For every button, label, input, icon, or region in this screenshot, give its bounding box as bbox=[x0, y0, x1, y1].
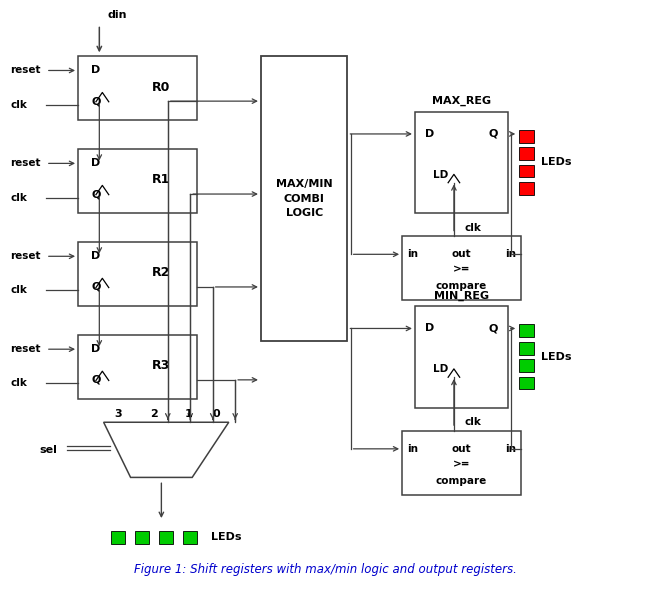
Text: R2: R2 bbox=[152, 266, 170, 279]
Bar bbox=[261, 57, 348, 341]
Text: MIN_REG: MIN_REG bbox=[434, 290, 489, 301]
Polygon shape bbox=[103, 422, 229, 478]
Text: 2: 2 bbox=[150, 409, 157, 419]
Bar bbox=[415, 306, 508, 408]
Bar bbox=[78, 242, 197, 306]
Text: din: din bbox=[107, 9, 127, 19]
Text: R3: R3 bbox=[152, 359, 170, 372]
Text: >=: >= bbox=[452, 264, 470, 274]
Bar bbox=[519, 342, 534, 355]
Text: 0: 0 bbox=[212, 409, 220, 419]
Text: out: out bbox=[452, 249, 471, 259]
Text: clk: clk bbox=[464, 417, 481, 427]
Text: Q: Q bbox=[488, 323, 498, 333]
Text: clk: clk bbox=[464, 223, 481, 233]
Text: compare: compare bbox=[436, 476, 487, 486]
Bar bbox=[78, 57, 197, 120]
Text: >=: >= bbox=[452, 459, 470, 469]
Text: out: out bbox=[452, 444, 471, 454]
Bar bbox=[183, 531, 197, 544]
Bar bbox=[78, 150, 197, 213]
Text: reset: reset bbox=[10, 252, 41, 262]
Text: D: D bbox=[91, 252, 101, 262]
Bar bbox=[519, 147, 534, 160]
Text: reset: reset bbox=[10, 65, 41, 75]
Text: sel: sel bbox=[40, 445, 57, 455]
Text: LD: LD bbox=[433, 364, 448, 374]
Text: LEDs: LEDs bbox=[541, 352, 572, 362]
Text: LEDs: LEDs bbox=[211, 532, 241, 542]
Text: reset: reset bbox=[10, 344, 41, 354]
Text: in: in bbox=[407, 444, 418, 454]
Bar bbox=[159, 531, 173, 544]
Text: Q: Q bbox=[91, 375, 101, 385]
Bar bbox=[402, 236, 521, 300]
Text: LEDs: LEDs bbox=[541, 157, 572, 167]
Bar bbox=[519, 130, 534, 143]
Text: Figure 1: Shift registers with max/min logic and output registers.: Figure 1: Shift registers with max/min l… bbox=[133, 563, 517, 576]
Bar bbox=[135, 531, 150, 544]
Text: in: in bbox=[505, 444, 516, 454]
Bar bbox=[111, 531, 125, 544]
Bar bbox=[519, 359, 534, 372]
Text: MAX/MIN
COMBI
LOGIC: MAX/MIN COMBI LOGIC bbox=[276, 179, 332, 219]
Text: compare: compare bbox=[436, 282, 487, 291]
Text: 3: 3 bbox=[114, 409, 122, 419]
Bar bbox=[78, 335, 197, 399]
Text: clk: clk bbox=[10, 286, 27, 296]
Text: Q: Q bbox=[488, 129, 498, 139]
Text: D: D bbox=[91, 65, 101, 75]
Text: clk: clk bbox=[10, 100, 27, 110]
Text: LD: LD bbox=[433, 170, 448, 180]
Text: 1: 1 bbox=[185, 409, 193, 419]
Text: in: in bbox=[407, 249, 418, 259]
Text: Q: Q bbox=[91, 96, 101, 106]
Text: reset: reset bbox=[10, 158, 41, 168]
Text: D: D bbox=[91, 344, 101, 354]
Text: R1: R1 bbox=[152, 174, 170, 187]
Text: MAX_REG: MAX_REG bbox=[432, 96, 491, 106]
Bar bbox=[415, 111, 508, 213]
Bar bbox=[519, 376, 534, 389]
Bar bbox=[402, 431, 521, 495]
Text: clk: clk bbox=[10, 378, 27, 388]
Text: D: D bbox=[425, 129, 434, 139]
Bar bbox=[519, 165, 534, 177]
Text: Q: Q bbox=[91, 282, 101, 292]
Bar bbox=[519, 325, 534, 337]
Text: R0: R0 bbox=[152, 81, 170, 94]
Text: D: D bbox=[91, 158, 101, 168]
Text: Q: Q bbox=[91, 189, 101, 199]
Text: in: in bbox=[505, 249, 516, 259]
Text: D: D bbox=[425, 323, 434, 333]
Bar bbox=[519, 182, 534, 195]
Text: clk: clk bbox=[10, 193, 27, 203]
